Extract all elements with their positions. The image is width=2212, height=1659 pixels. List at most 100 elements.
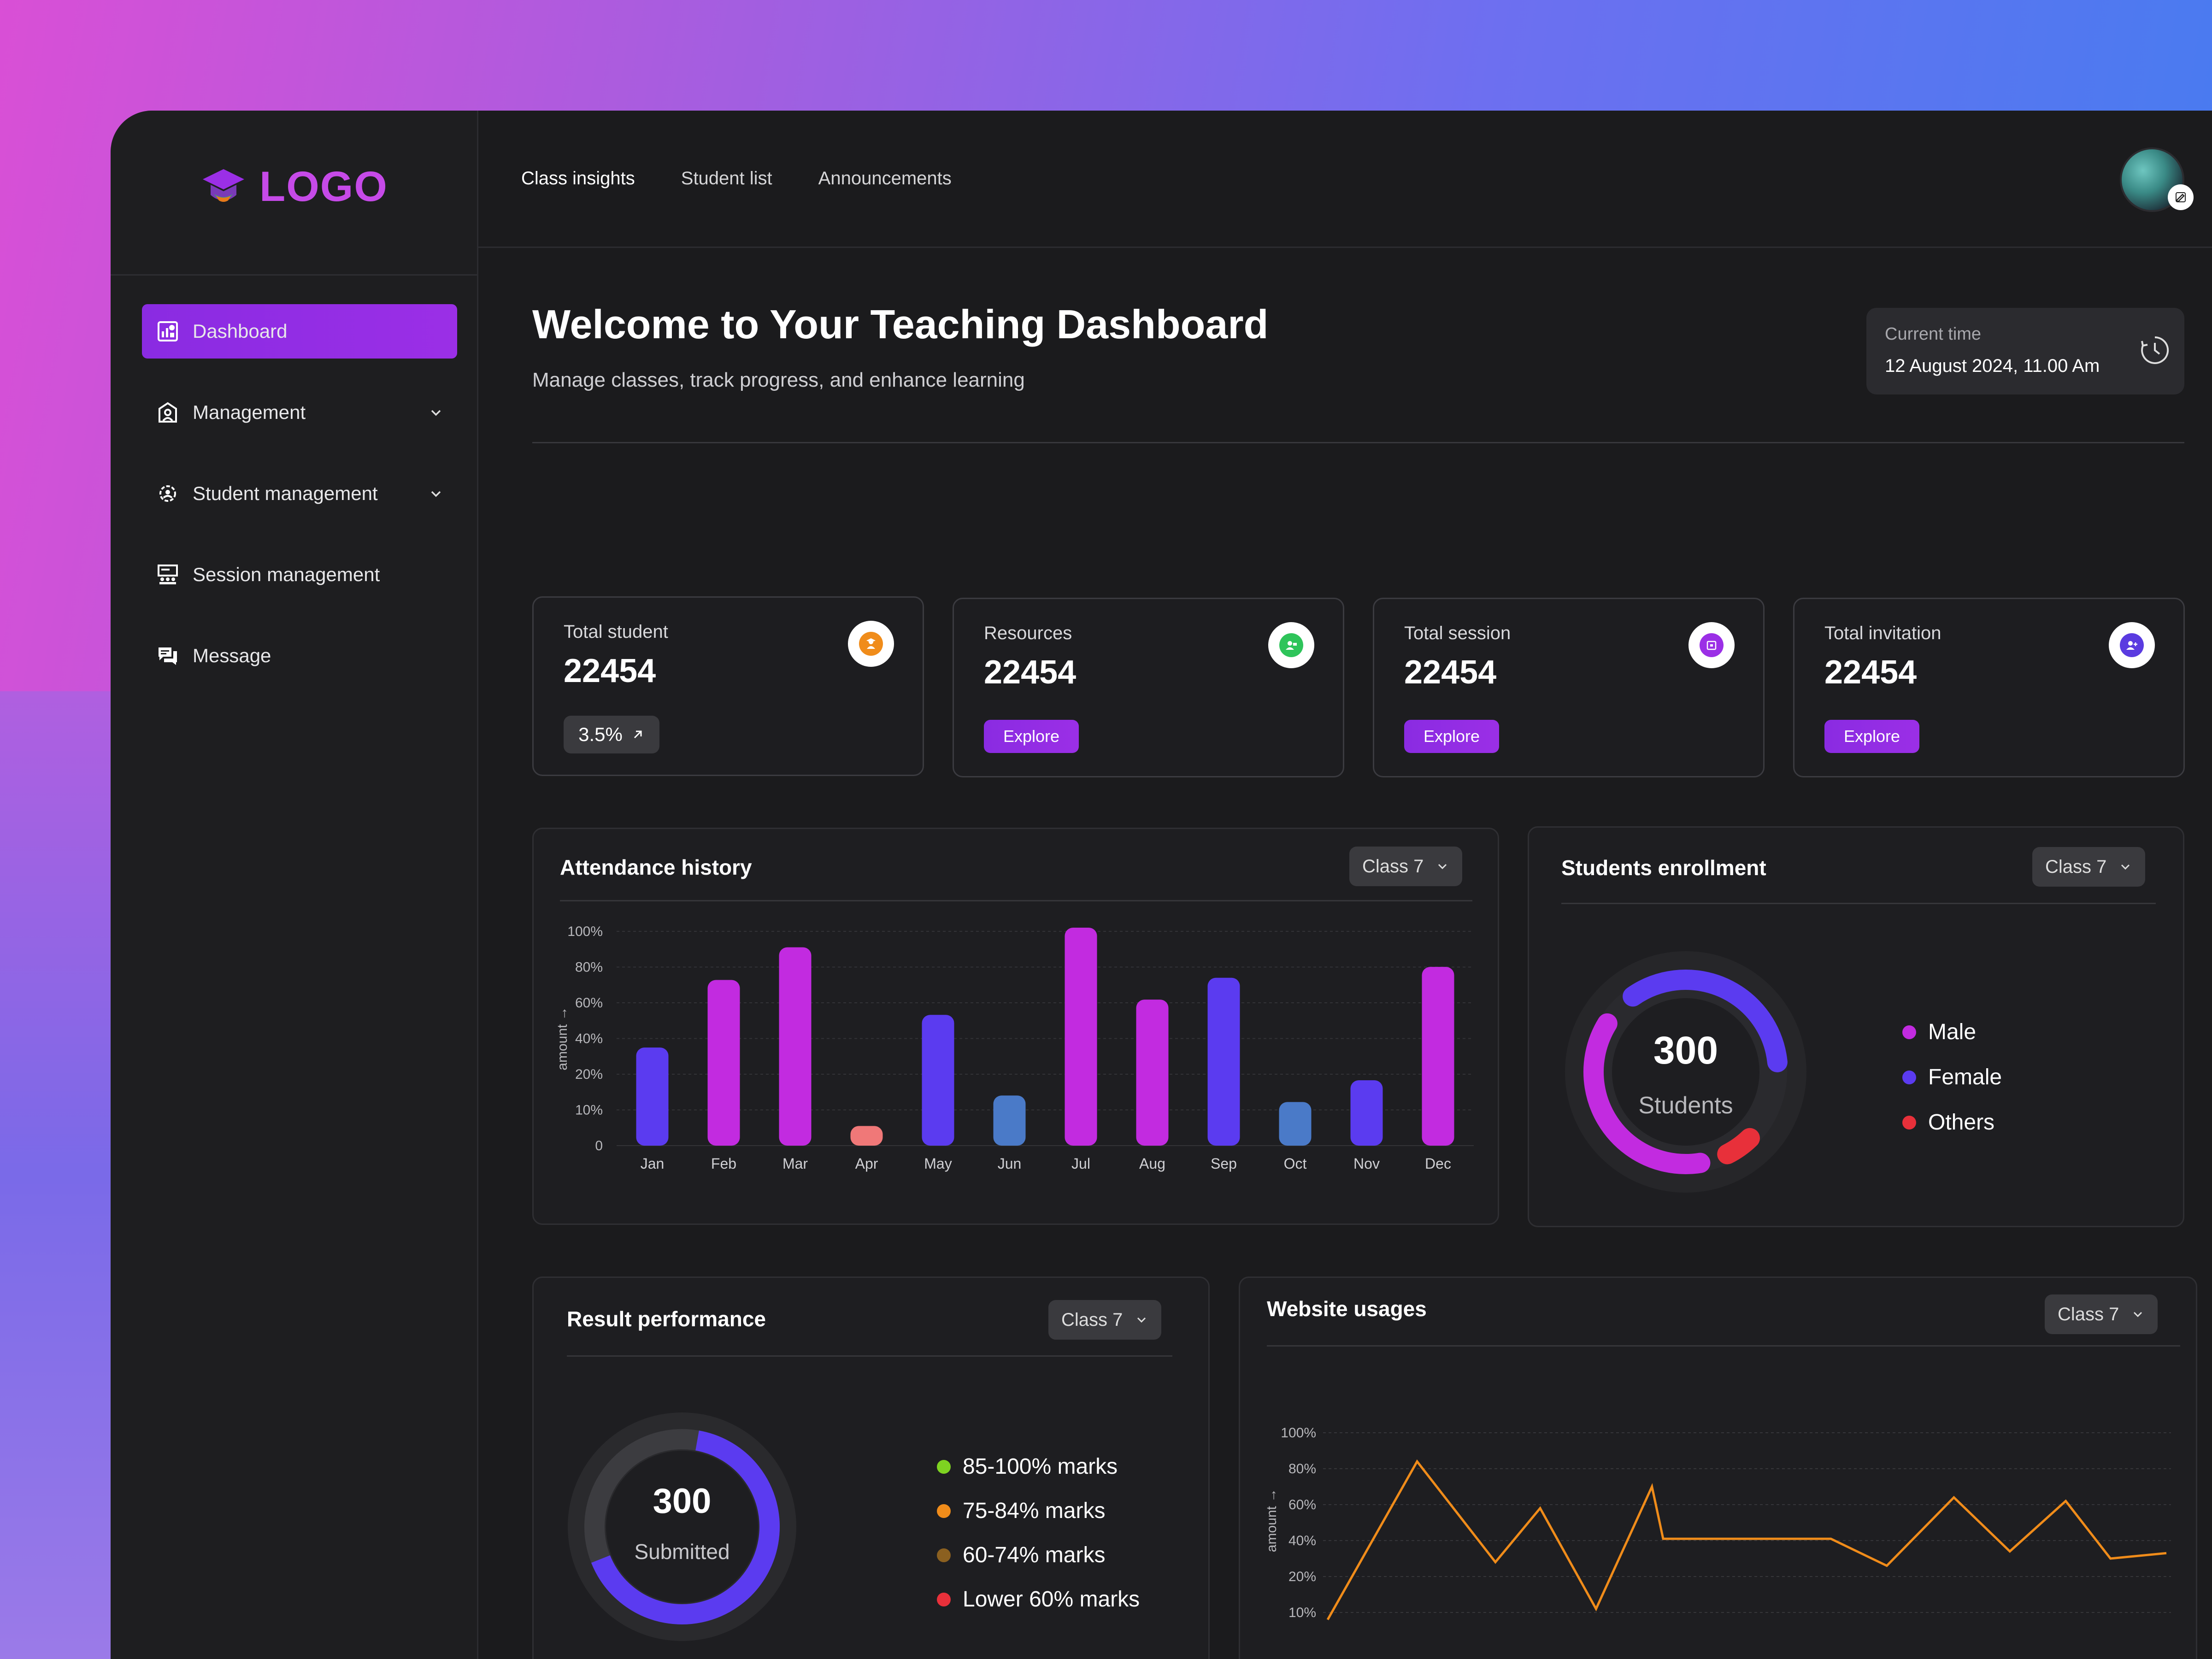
graduation-cap-icon xyxy=(203,169,244,202)
stat-value: 22454 xyxy=(984,654,1077,691)
y-tick-label: 100% xyxy=(1281,1425,1316,1441)
legend-others: Others xyxy=(1902,1110,1994,1135)
arrow-up-right-icon xyxy=(634,730,642,739)
tab-announcements[interactable]: Announcements xyxy=(818,168,952,188)
tab-student-list[interactable]: Student list xyxy=(681,168,772,188)
stat-label: Total invitation xyxy=(1824,623,1941,643)
website-usage-line-chart: 10%20%40%60%80%100%amount →JanFebMarAprM… xyxy=(1264,1425,2171,1620)
stat-label: Total session xyxy=(1404,623,1511,643)
y-tick-label: 100% xyxy=(567,924,603,939)
sidebar-item-student-management[interactable]: Student management xyxy=(142,466,457,521)
top-navigation: Class insights Student list Announcement… xyxy=(478,111,2212,248)
bar-aug[interactable] xyxy=(1136,1000,1169,1146)
legend-60-74: 60-74% marks xyxy=(937,1542,1105,1568)
panel-divider xyxy=(1561,903,2156,904)
bar-sep[interactable] xyxy=(1207,977,1240,1146)
result-center-value: 300 xyxy=(653,1482,712,1521)
x-tick-label: May xyxy=(924,1155,952,1172)
class-select-value: Class 7 xyxy=(2045,856,2107,877)
panel-divider xyxy=(560,900,1472,901)
class-select[interactable]: Class 7 xyxy=(2032,847,2146,887)
class-select[interactable]: Class 7 xyxy=(1048,1300,1162,1340)
sidebar-item-label: Session management xyxy=(193,564,380,585)
sidebar-item-label: Message xyxy=(193,645,271,666)
resources-icon xyxy=(1268,622,1314,668)
explore-button[interactable]: Explore xyxy=(984,720,1079,753)
edit-icon[interactable] xyxy=(2168,184,2194,210)
management-icon xyxy=(156,400,180,424)
logo[interactable]: LOGO xyxy=(200,159,388,214)
sidebar-item-session-management[interactable]: Session management xyxy=(142,547,457,602)
sidebar-item-label: Management xyxy=(193,401,306,423)
bar-oct[interactable] xyxy=(1279,1102,1312,1146)
session-management-icon xyxy=(156,563,180,587)
bar-jul[interactable] xyxy=(1065,928,1097,1146)
clock-icon xyxy=(2139,335,2171,368)
app-window: LOGO Dashboard Management Stu xyxy=(111,111,2212,1659)
chevron-down-icon xyxy=(428,404,444,426)
bar-jan[interactable] xyxy=(636,1047,669,1146)
student-management-icon xyxy=(156,482,180,506)
invitation-icon xyxy=(2109,622,2155,668)
class-select-value: Class 7 xyxy=(2058,1304,2119,1324)
bar-feb[interactable] xyxy=(707,980,740,1146)
stat-label: Total student xyxy=(564,622,668,642)
result-title: Result performance xyxy=(567,1307,766,1331)
result-panel: Result performance Class 7 300 Submitted… xyxy=(532,1277,1210,1659)
legend-lower-60: Lower 60% marks xyxy=(937,1587,1140,1612)
panel-divider xyxy=(567,1355,1172,1357)
bar-nov[interactable] xyxy=(1350,1080,1383,1146)
stat-value: 22454 xyxy=(1824,654,1917,691)
website-usage-panel: Website usages Class 7 10% 20% 40% 60% 80% 10… xyxy=(1239,1277,2197,1659)
y-tick-label: 60% xyxy=(1288,1497,1316,1512)
current-time-card: Current time 12 August 2024, 11.00 Am xyxy=(1866,308,2184,394)
stat-card-total-invitation: Total invitation 22454 Explore xyxy=(1793,598,2185,777)
session-icon xyxy=(1688,622,1735,668)
bar-may[interactable] xyxy=(922,1015,954,1146)
x-tick-label: Dec xyxy=(1425,1155,1451,1172)
class-select-value: Class 7 xyxy=(1061,1309,1123,1330)
page-subtitle: Manage classes, track progress, and enha… xyxy=(532,369,1025,391)
sidebar: LOGO Dashboard Management Stu xyxy=(111,111,478,1659)
class-select-value: Class 7 xyxy=(1362,856,1424,877)
attendance-panel: Attendance history Class 7 0 10% 20% 40% 60%… xyxy=(532,828,1499,1225)
x-tick-label: Jan xyxy=(641,1155,665,1172)
x-tick-label: Mar xyxy=(782,1155,808,1172)
legend-female: Female xyxy=(1902,1065,2002,1090)
sidebar-item-management[interactable]: Management xyxy=(142,385,457,440)
y-tick-label: 10% xyxy=(575,1103,603,1118)
enrollment-title: Students enrollment xyxy=(1561,856,1766,880)
sidebar-item-message[interactable]: Message xyxy=(142,629,457,683)
explore-button[interactable]: Explore xyxy=(1824,720,1919,753)
chevron-down-icon xyxy=(1438,864,1447,870)
bar-apr[interactable] xyxy=(850,1126,883,1146)
y-tick-label: 10% xyxy=(1288,1605,1316,1620)
attendance-bar-chart: 0 10% 20% 40% 60% 80% 100% amount → Jan Feb Mar Apr… xyxy=(555,924,1474,1172)
tab-class-insights[interactable]: Class insights xyxy=(521,168,635,188)
header-divider xyxy=(532,442,2184,443)
enrollment-donut-chart: 300 Students xyxy=(1565,951,1806,1193)
x-tick-label: Oct xyxy=(1284,1155,1307,1172)
attendance-title: Attendance history xyxy=(560,855,752,879)
chevron-down-icon xyxy=(2121,864,2130,870)
class-select[interactable]: Class 7 xyxy=(1349,847,1463,886)
y-tick-label: 80% xyxy=(575,960,603,975)
growth-badge: 3.5% xyxy=(564,716,659,753)
bar-mar[interactable] xyxy=(779,947,812,1146)
class-select[interactable]: Class 7 xyxy=(2045,1294,2158,1334)
y-tick-label: 40% xyxy=(1288,1533,1316,1548)
bar-dec[interactable] xyxy=(1422,967,1454,1146)
y-axis-label: amount → xyxy=(1264,1488,1279,1552)
x-tick-label: Apr xyxy=(855,1155,878,1172)
x-tick-label: Jun xyxy=(998,1155,1022,1172)
bar-jun[interactable] xyxy=(993,1095,1026,1146)
sidebar-item-label: Dashboard xyxy=(193,320,288,342)
time-value: 12 August 2024, 11.00 Am xyxy=(1885,356,2100,376)
legend-75-84: 75-84% marks xyxy=(937,1498,1105,1524)
explore-button[interactable]: Explore xyxy=(1404,720,1499,753)
stat-value: 22454 xyxy=(564,653,656,689)
x-tick-label: Nov xyxy=(1353,1155,1380,1172)
sidebar-item-dashboard[interactable]: Dashboard xyxy=(142,304,457,359)
stat-value: 22454 xyxy=(1404,654,1497,691)
sidebar-nav: Dashboard Management Student management xyxy=(142,304,457,710)
